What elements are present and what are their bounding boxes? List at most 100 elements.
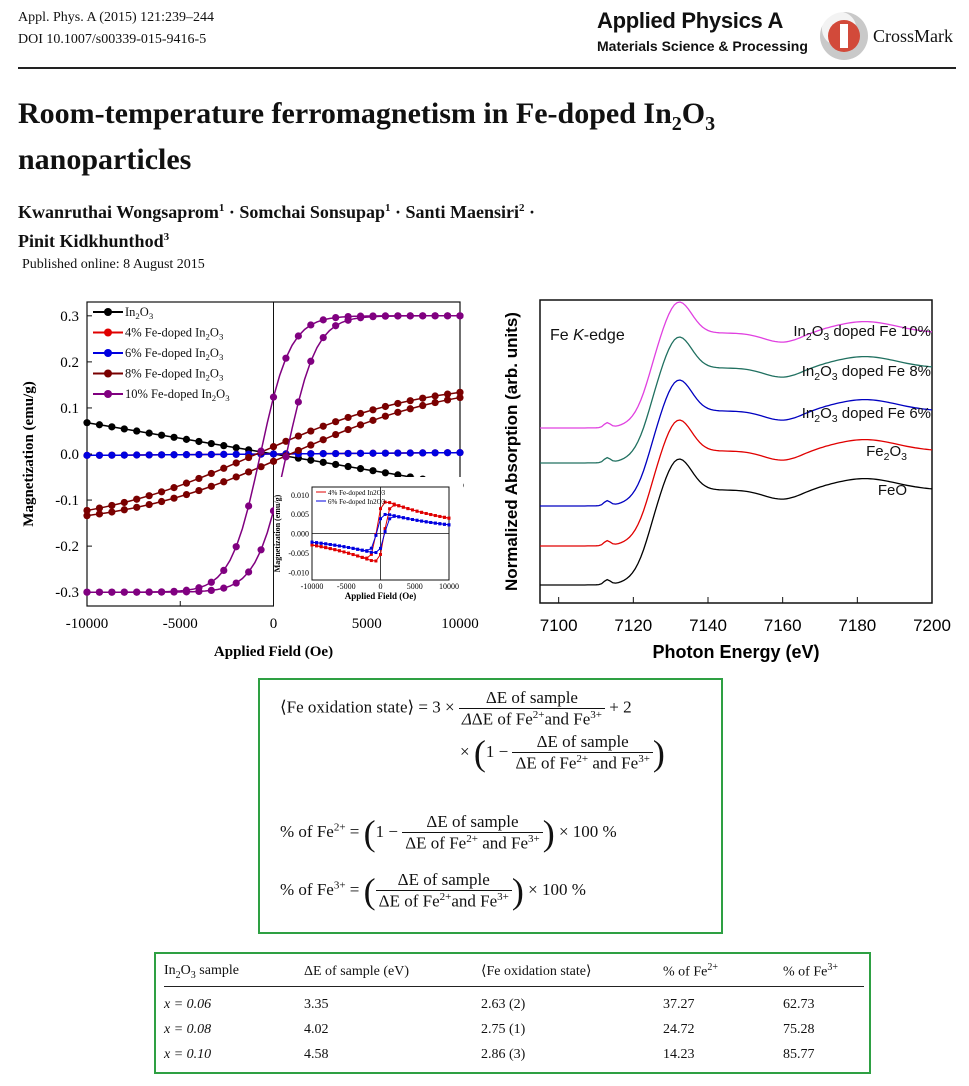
inset-data-point: [383, 500, 387, 504]
data-point: [245, 468, 253, 476]
inset-y-tick-label: 0.010: [291, 491, 309, 500]
inset-data-point: [379, 546, 382, 550]
data-point: [381, 449, 389, 457]
author-name[interactable]: Santi Maensiri: [405, 202, 520, 222]
data-point: [232, 473, 240, 481]
inset-data-point: [388, 507, 392, 511]
inset-data-point: [397, 515, 401, 519]
data-point: [108, 508, 116, 516]
data-point: [369, 467, 377, 475]
inset-data-point: [328, 543, 332, 547]
legend-label: 8% Fe-doped In2O3: [125, 367, 224, 383]
inset-data-point: [356, 547, 360, 551]
data-point: [207, 439, 215, 448]
inset-y-tick-label: 0.000: [291, 530, 309, 539]
inset-data-point: [347, 551, 351, 555]
inset-data-point: [324, 542, 328, 546]
inset-data-point: [406, 517, 410, 521]
x-tick-label: 7200: [913, 616, 951, 635]
crossmark-label[interactable]: CrossMark: [873, 26, 953, 46]
col-header-sample: In2O3 sample: [164, 962, 239, 981]
xanes-chart: 7100 7120 7140 7160 7180 7200 Photon Energy (e…: [502, 299, 951, 662]
data-point: [195, 474, 203, 483]
data-point: [83, 419, 91, 427]
data-point: [220, 442, 228, 450]
inset-y-axis-label: Magnetization (emu/g): [273, 494, 282, 572]
data-point: [83, 506, 91, 515]
data-point: [158, 497, 166, 506]
author-name[interactable]: Somchai Sonsupap: [239, 202, 385, 222]
author-name[interactable]: Pinit Kidkhunthod: [18, 231, 164, 251]
data-point: [207, 450, 215, 459]
data-point: [307, 321, 315, 329]
data-point: [294, 432, 302, 440]
data-point: [95, 504, 104, 512]
data-point: [158, 588, 166, 596]
series-label: Fe2O3: [866, 443, 907, 463]
x-tick-label: 10000: [441, 616, 479, 632]
data-point: [220, 584, 228, 592]
inset-data-point: [310, 540, 314, 544]
x-tick-label: -10000: [66, 616, 109, 632]
crossmark-icon[interactable]: [820, 12, 868, 60]
data-point: [120, 506, 128, 514]
doi[interactable]: DOI 10.1007/s00339-015-9416-5: [18, 32, 207, 47]
magnetization-chart: -10000 -5000 0 5000 10000 -0.3 -0.2 -0.1 0.0 0.1 0…: [21, 301, 479, 660]
inset-data-point: [401, 505, 405, 509]
data-point: [381, 312, 389, 320]
x-tick-label: 7180: [838, 616, 876, 635]
inset-data-point: [347, 546, 351, 550]
x-tick-label: -5000: [163, 616, 198, 632]
x-tick-label: 5000: [352, 616, 382, 632]
data-point: [269, 457, 278, 465]
author-list: Kwanruthai Wongsaprom1 · Somchai Sonsupa…: [18, 202, 536, 251]
x-tick-label: 7160: [764, 616, 802, 635]
col-header-fe2: % of Fe2+: [663, 962, 718, 981]
inset-data-point: [429, 520, 433, 524]
data-point: [145, 492, 153, 500]
data-point: [195, 450, 203, 459]
x-axis-label: Photon Energy (eV): [652, 642, 819, 662]
data-point: [307, 456, 315, 464]
data-point: [133, 503, 141, 511]
inset-legend-label: 6% Fe-doped In2O3: [328, 498, 386, 506]
data-point: [356, 449, 365, 457]
series-label: In2O3 doped Fe 8%: [802, 363, 931, 383]
inset-data-point: [342, 545, 346, 549]
inset-data-point: [333, 548, 337, 552]
data-point: [170, 433, 178, 441]
legend-swatch-marker: [104, 328, 112, 337]
data-point: [369, 312, 377, 320]
data-point: [170, 494, 178, 502]
data-point: [332, 322, 340, 330]
inset-data-point: [374, 551, 378, 555]
inset-data-point: [392, 514, 396, 518]
paper-title: Room-temperature ferromagnetism in Fe-do…: [18, 97, 716, 176]
inset-data-point: [379, 507, 382, 511]
data-point: [431, 449, 439, 457]
inset-data-point: [310, 543, 314, 547]
inset-data-point: [379, 517, 382, 521]
data-point: [207, 578, 215, 586]
data-point: [182, 479, 191, 487]
data-point: [120, 588, 128, 596]
header-divider: [18, 67, 956, 69]
edge-annotation: Fe K-edge: [550, 327, 625, 344]
data-point: [356, 465, 365, 473]
data-point: [133, 495, 141, 503]
inset-data-point: [415, 509, 419, 513]
data-point: [456, 449, 464, 457]
inset-data-point: [415, 518, 419, 522]
data-point: [133, 427, 141, 435]
inset-data-point: [374, 559, 378, 563]
equation-fe2-percent: % of Fe2+ = (1 − ΔE of sample ΔE of Fe2+ …: [280, 812, 617, 853]
data-point: [95, 451, 104, 459]
inset-data-point: [315, 544, 319, 548]
table-row: x = 0.10 4.58 2.86 (3) 14.23 85.77: [164, 1046, 815, 1062]
spectrum-line-0: [540, 458, 933, 586]
data-point: [294, 398, 302, 406]
data-point: [356, 421, 365, 429]
author-name[interactable]: Kwanruthai Wongsaprom: [18, 202, 219, 222]
data-point: [443, 390, 452, 398]
inset-data-point: [369, 559, 373, 563]
